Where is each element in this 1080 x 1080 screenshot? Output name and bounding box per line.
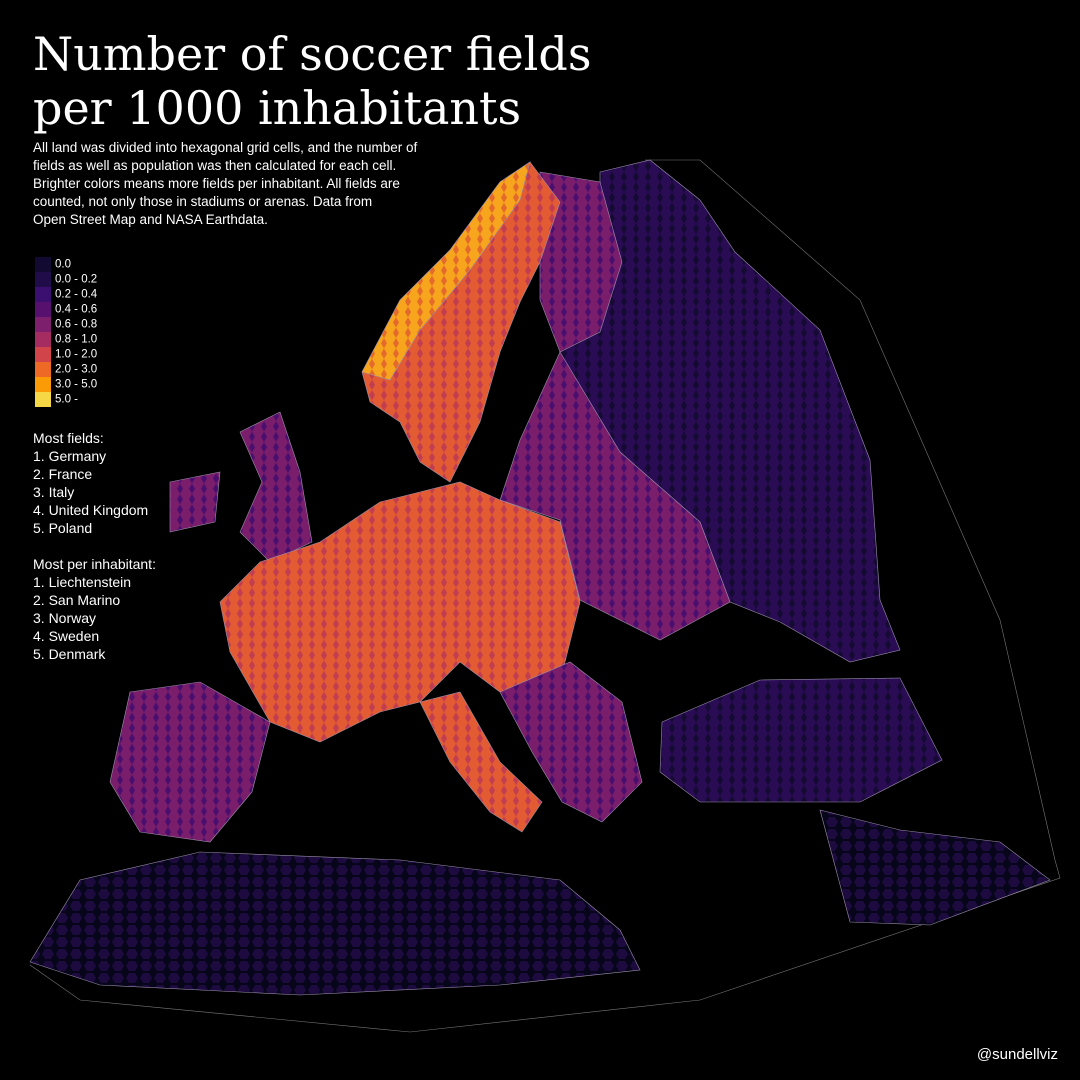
title-line: per 1000 inhabitants xyxy=(33,81,521,135)
eastern-europe xyxy=(499,351,731,641)
ranking-item: 5. Denmark xyxy=(33,646,106,662)
title-line: Number of soccer fields xyxy=(33,27,591,81)
norway-coast xyxy=(361,161,531,381)
map xyxy=(29,159,1061,1033)
north-africa xyxy=(29,851,641,996)
legend-swatch xyxy=(35,362,51,377)
legend-label: 2.0 - 3.0 xyxy=(55,364,97,376)
ranking-item: 5. Poland xyxy=(33,520,92,536)
legend-swatch xyxy=(35,272,51,287)
legend-swatch xyxy=(35,287,51,302)
legend-label: 0.6 - 0.8 xyxy=(55,319,97,331)
legend-swatch xyxy=(35,377,51,392)
iberia xyxy=(109,681,271,843)
ireland xyxy=(169,471,221,533)
legend-label: 0.8 - 1.0 xyxy=(55,334,97,346)
legend-label: 3.0 - 5.0 xyxy=(55,379,97,391)
projection-edge xyxy=(29,159,1061,1033)
description-line: fields as well as population was then ca… xyxy=(33,158,396,173)
ranking-item: 2. France xyxy=(33,466,92,482)
description-line: counted, not only those in stadiums or a… xyxy=(33,194,372,209)
middle-east xyxy=(819,809,1051,926)
legend-label: 0.4 - 0.6 xyxy=(55,304,97,316)
ranking-item: 1. Liechtenstein xyxy=(33,574,131,590)
legend-label: 5.0 - xyxy=(55,394,78,406)
ranking-heading: Most fields: xyxy=(33,430,104,446)
ranking-item: 1. Germany xyxy=(33,448,106,464)
ranking-item: 4. United Kingdom xyxy=(33,502,148,518)
legend-swatch xyxy=(35,257,51,272)
turkey xyxy=(659,677,943,803)
ranking-heading: Most per inhabitant: xyxy=(33,556,156,572)
ranking-item: 4. Sweden xyxy=(33,628,99,644)
legend-label: 0.0 xyxy=(55,259,71,271)
legend-swatch xyxy=(35,332,51,347)
description-line: Open Street Map and NASA Earthdata. xyxy=(33,212,268,227)
legend-swatch xyxy=(35,302,51,317)
legend-label: 0.2 - 0.4 xyxy=(55,289,98,301)
description-line: All land was divided into hexagonal grid… xyxy=(33,140,417,155)
description-line: Brighter colors means more fields per in… xyxy=(33,176,400,191)
credit: @sundellviz xyxy=(977,1046,1058,1063)
ranking-item: 3. Norway xyxy=(33,610,96,626)
balkans xyxy=(499,661,643,823)
legend-swatch xyxy=(35,347,51,362)
italy xyxy=(419,691,543,833)
legend-swatch xyxy=(35,317,51,332)
great-britain xyxy=(239,411,313,563)
ranking-item: 2. San Marino xyxy=(33,592,120,608)
ranking-item: 3. Italy xyxy=(33,484,74,500)
finland xyxy=(539,171,623,353)
legend-label: 1.0 - 2.0 xyxy=(55,349,97,361)
legend-label: 0.0 - 0.2 xyxy=(55,274,97,286)
legend-swatch xyxy=(35,392,51,407)
